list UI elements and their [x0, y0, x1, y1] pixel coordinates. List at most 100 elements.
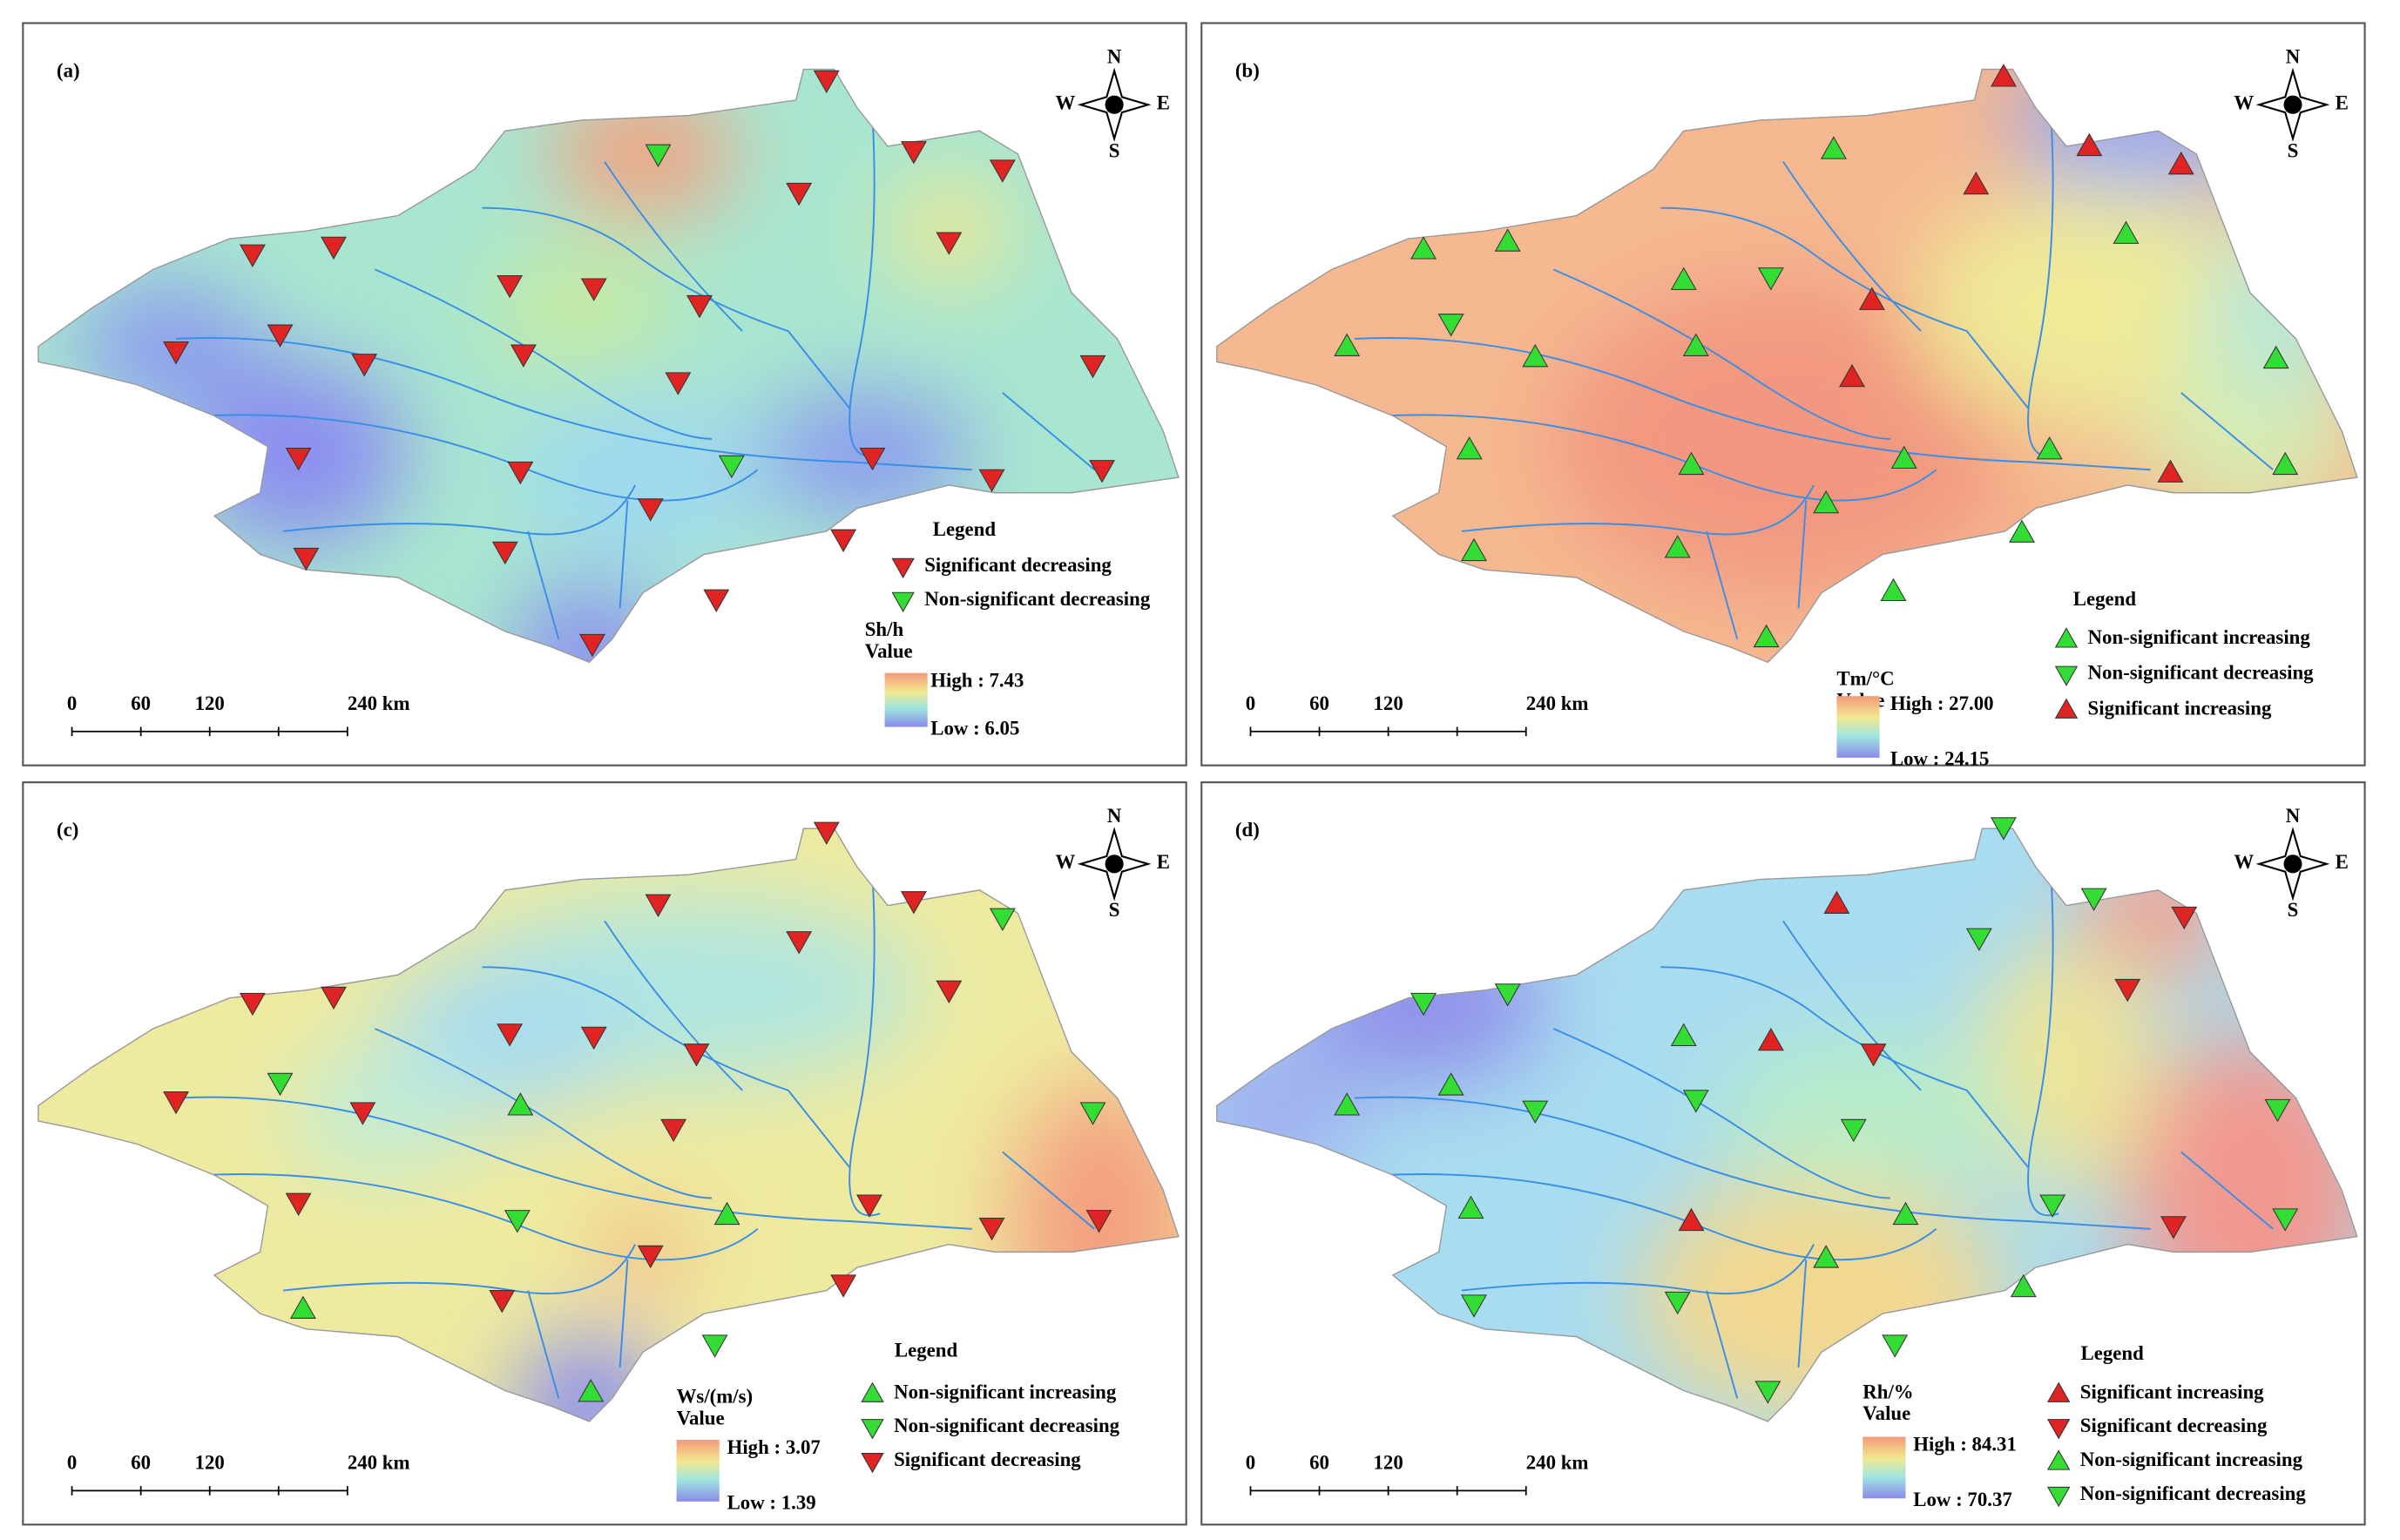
- station-marker: [1670, 1023, 1697, 1047]
- compass-e: E: [1157, 851, 1170, 873]
- variable-name: Ws/(m/s): [677, 1386, 754, 1408]
- station-marker: [510, 344, 537, 368]
- scale-label: 60: [1309, 692, 1329, 714]
- station-marker: [1664, 1291, 1691, 1315]
- surface-blob: [520, 400, 766, 555]
- compass-e: E: [1157, 91, 1170, 113]
- scale-label: 0: [67, 1452, 77, 1474]
- station-marker: [936, 232, 963, 255]
- river: [1782, 920, 1922, 1091]
- river: [1002, 392, 1095, 470]
- station-marker: [1334, 333, 1361, 356]
- station-marker: [1882, 1334, 1909, 1358]
- river: [1782, 161, 1922, 332]
- station-marker: [718, 455, 745, 479]
- station-marker: [1963, 171, 1990, 195]
- station-marker: [1880, 578, 1907, 602]
- station-marker: [813, 821, 840, 845]
- scale-label: 120: [195, 1452, 225, 1474]
- station-marker: [491, 541, 518, 565]
- station-marker: [1860, 1044, 1887, 1067]
- river: [1552, 1028, 1890, 1199]
- river: [848, 875, 881, 1217]
- compass-center: [2283, 854, 2302, 874]
- compass-w: W: [2234, 91, 2254, 113]
- station-marker: [1522, 1100, 1549, 1124]
- station-marker: [351, 354, 378, 377]
- station-marker: [1437, 314, 1464, 337]
- river: [1385, 414, 1937, 502]
- river: [1385, 1173, 1937, 1261]
- river: [1797, 500, 1808, 609]
- scale-label: 240 km: [348, 1452, 410, 1474]
- river: [482, 966, 850, 1168]
- surface-blob: [1553, 285, 2013, 593]
- color-ramp: [676, 1440, 720, 1502]
- scale-label: 0: [1246, 1452, 1255, 1474]
- station-marker: [2262, 345, 2289, 369]
- station-marker: [660, 1118, 687, 1143]
- station-marker: [321, 236, 347, 260]
- station-marker: [1890, 445, 1917, 469]
- station-marker: [703, 589, 730, 612]
- station-marker: [2264, 1098, 2291, 1123]
- scale-label: 240 km: [1526, 692, 1589, 714]
- station-marker: [1892, 1201, 1919, 1226]
- station-marker: [1965, 928, 1992, 951]
- station-marker: [1079, 1102, 1106, 1125]
- station-marker: [2157, 459, 2184, 483]
- station-marker: [2054, 665, 2079, 686]
- station-marker: [2054, 627, 2079, 648]
- station-marker: [2160, 1216, 2187, 1239]
- station-marker: [645, 894, 672, 918]
- river: [1797, 1260, 1808, 1368]
- river: [2027, 115, 2059, 457]
- river: [604, 161, 743, 332]
- river: [1552, 268, 1890, 440]
- station-marker: [2010, 1273, 2037, 1298]
- station-marker: [891, 591, 915, 612]
- station-marker: [978, 469, 1005, 493]
- station-marker: [580, 1026, 607, 1050]
- station-marker: [686, 294, 713, 319]
- legend-label: Non-significant decreasing: [2088, 662, 2315, 684]
- station-marker: [2076, 132, 2103, 157]
- low-label: Low : 1.39: [727, 1492, 816, 1514]
- scale-label: 240 km: [348, 692, 410, 714]
- station-marker: [163, 341, 190, 365]
- station-marker: [989, 159, 1016, 183]
- station-marker: [1664, 535, 1691, 558]
- station-marker: [1494, 983, 1521, 1007]
- station-marker: [2009, 519, 2035, 543]
- station-marker: [1461, 1294, 1487, 1318]
- station-marker: [1456, 436, 1483, 460]
- river: [282, 484, 637, 536]
- legend-label: Non-significant decreasing: [894, 1415, 1120, 1436]
- scale-label: 120: [1373, 692, 1403, 714]
- station-marker: [859, 447, 886, 471]
- station-marker: [1089, 460, 1116, 483]
- station-marker: [2171, 906, 2198, 930]
- station-marker: [1457, 1195, 1484, 1219]
- station-marker: [497, 1023, 524, 1047]
- station-marker: [936, 980, 963, 1004]
- river: [1660, 206, 2029, 409]
- high-label: High : 84.31: [1913, 1433, 2017, 1455]
- variable-name: Rh/%: [1863, 1381, 1913, 1402]
- river: [619, 1260, 629, 1368]
- station-marker: [285, 1192, 312, 1217]
- river: [1354, 337, 2151, 471]
- river: [375, 268, 713, 440]
- compass-n: N: [2286, 45, 2301, 67]
- station-marker: [1858, 287, 1885, 310]
- high-label: High : 3.07: [727, 1436, 821, 1458]
- river: [375, 1028, 713, 1199]
- station-marker: [507, 1092, 534, 1116]
- variable-name: Tm/°C: [1836, 668, 1894, 690]
- river: [1461, 484, 1815, 536]
- river: [1002, 1151, 1095, 1230]
- station-marker: [2167, 151, 2194, 175]
- station-marker: [1678, 1207, 1705, 1232]
- compass-n: N: [2286, 805, 2301, 827]
- station-marker: [813, 70, 840, 94]
